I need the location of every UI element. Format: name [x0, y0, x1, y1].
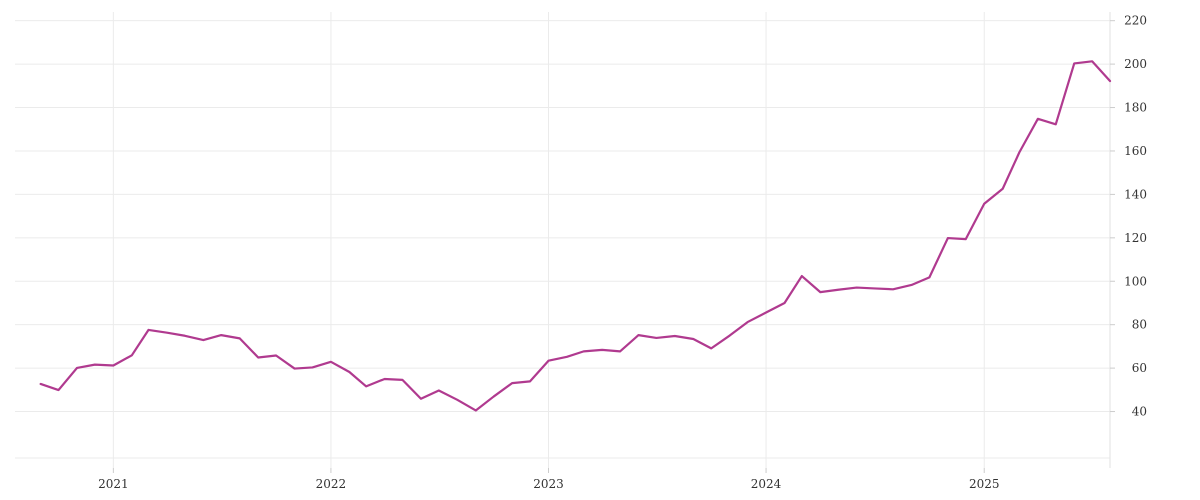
x-tick-label: 2024: [751, 477, 782, 491]
series-layer: [39, 60, 1112, 412]
gridlines: [15, 12, 1110, 468]
x-axis-ticks: 2021 2022 2023 2024 2025: [98, 468, 1000, 491]
y-axis-ticks: 40 60 80 100 120 140 160 180 200 220: [1110, 14, 1147, 419]
x-tick-label: 2021: [98, 477, 129, 491]
y-tick-label: 180: [1124, 101, 1147, 115]
y-tick-label: 140: [1124, 187, 1147, 201]
y-tick-label: 120: [1124, 231, 1147, 245]
x-tick-label: 2023: [533, 477, 564, 491]
x-tick-label: 2022: [316, 477, 347, 491]
y-tick-label: 100: [1124, 274, 1147, 288]
x-tick-label: 2025: [969, 477, 1000, 491]
y-tick-label: 60: [1132, 361, 1147, 375]
y-tick-label: 40: [1132, 405, 1147, 419]
series-line: [39, 60, 1112, 412]
y-tick-label: 160: [1124, 144, 1147, 158]
y-tick-label: 200: [1124, 57, 1147, 71]
y-tick-label: 80: [1132, 318, 1147, 332]
y-tick-label: 220: [1124, 14, 1147, 28]
